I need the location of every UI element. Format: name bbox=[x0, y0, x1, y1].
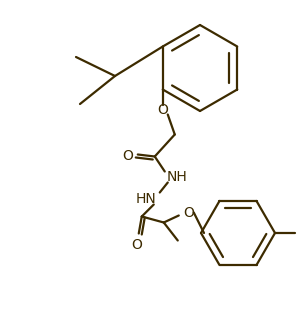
Text: HN: HN bbox=[135, 192, 156, 205]
Text: O: O bbox=[122, 148, 133, 163]
Text: O: O bbox=[131, 238, 142, 251]
Text: NH: NH bbox=[166, 169, 187, 184]
Text: O: O bbox=[183, 205, 194, 220]
Text: O: O bbox=[157, 102, 168, 117]
